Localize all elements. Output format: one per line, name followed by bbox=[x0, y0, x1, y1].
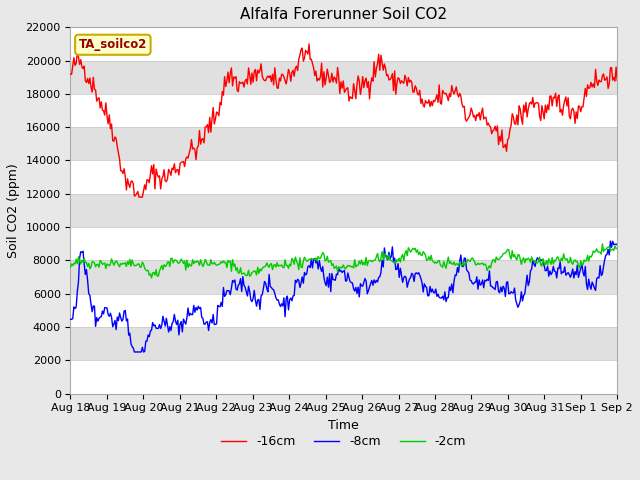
Bar bbox=[70, 127, 617, 160]
-2cm bbox=[238, 271, 246, 277]
-8cm bbox=[298, 274, 306, 280]
Line: -8cm: -8cm bbox=[70, 241, 617, 352]
Bar bbox=[70, 60, 617, 94]
-2cm bbox=[67, 264, 74, 270]
-16cm bbox=[401, 72, 409, 78]
-8cm bbox=[400, 275, 408, 280]
-16cm bbox=[305, 41, 313, 47]
-2cm bbox=[613, 245, 621, 251]
-16cm bbox=[470, 112, 478, 118]
-2cm bbox=[374, 251, 381, 256]
Line: -2cm: -2cm bbox=[70, 244, 617, 278]
-2cm bbox=[148, 275, 156, 281]
-2cm bbox=[564, 260, 572, 265]
Text: TA_soilco2: TA_soilco2 bbox=[79, 38, 147, 51]
-2cm bbox=[598, 241, 606, 247]
Line: -16cm: -16cm bbox=[70, 44, 617, 197]
-8cm bbox=[564, 270, 572, 276]
Bar bbox=[70, 194, 617, 227]
-8cm bbox=[131, 349, 138, 355]
-8cm bbox=[238, 288, 246, 294]
X-axis label: Time: Time bbox=[328, 419, 359, 432]
-8cm bbox=[67, 316, 74, 322]
-16cm bbox=[298, 45, 306, 51]
Bar bbox=[70, 327, 617, 360]
-16cm bbox=[566, 113, 573, 119]
-16cm bbox=[135, 194, 143, 200]
-2cm bbox=[298, 265, 306, 271]
-16cm bbox=[375, 51, 383, 57]
-8cm bbox=[470, 281, 477, 287]
Y-axis label: Soil CO2 (ppm): Soil CO2 (ppm) bbox=[7, 163, 20, 258]
-8cm bbox=[613, 242, 621, 248]
Title: Alfalfa Forerunner Soil CO2: Alfalfa Forerunner Soil CO2 bbox=[240, 7, 447, 22]
-2cm bbox=[400, 258, 408, 264]
-16cm bbox=[238, 80, 246, 86]
-16cm bbox=[67, 72, 74, 77]
-2cm bbox=[470, 257, 477, 263]
-8cm bbox=[607, 238, 614, 244]
Bar bbox=[70, 260, 617, 294]
-16cm bbox=[613, 77, 621, 83]
Legend: -16cm, -8cm, -2cm: -16cm, -8cm, -2cm bbox=[216, 430, 471, 453]
-8cm bbox=[374, 279, 381, 285]
